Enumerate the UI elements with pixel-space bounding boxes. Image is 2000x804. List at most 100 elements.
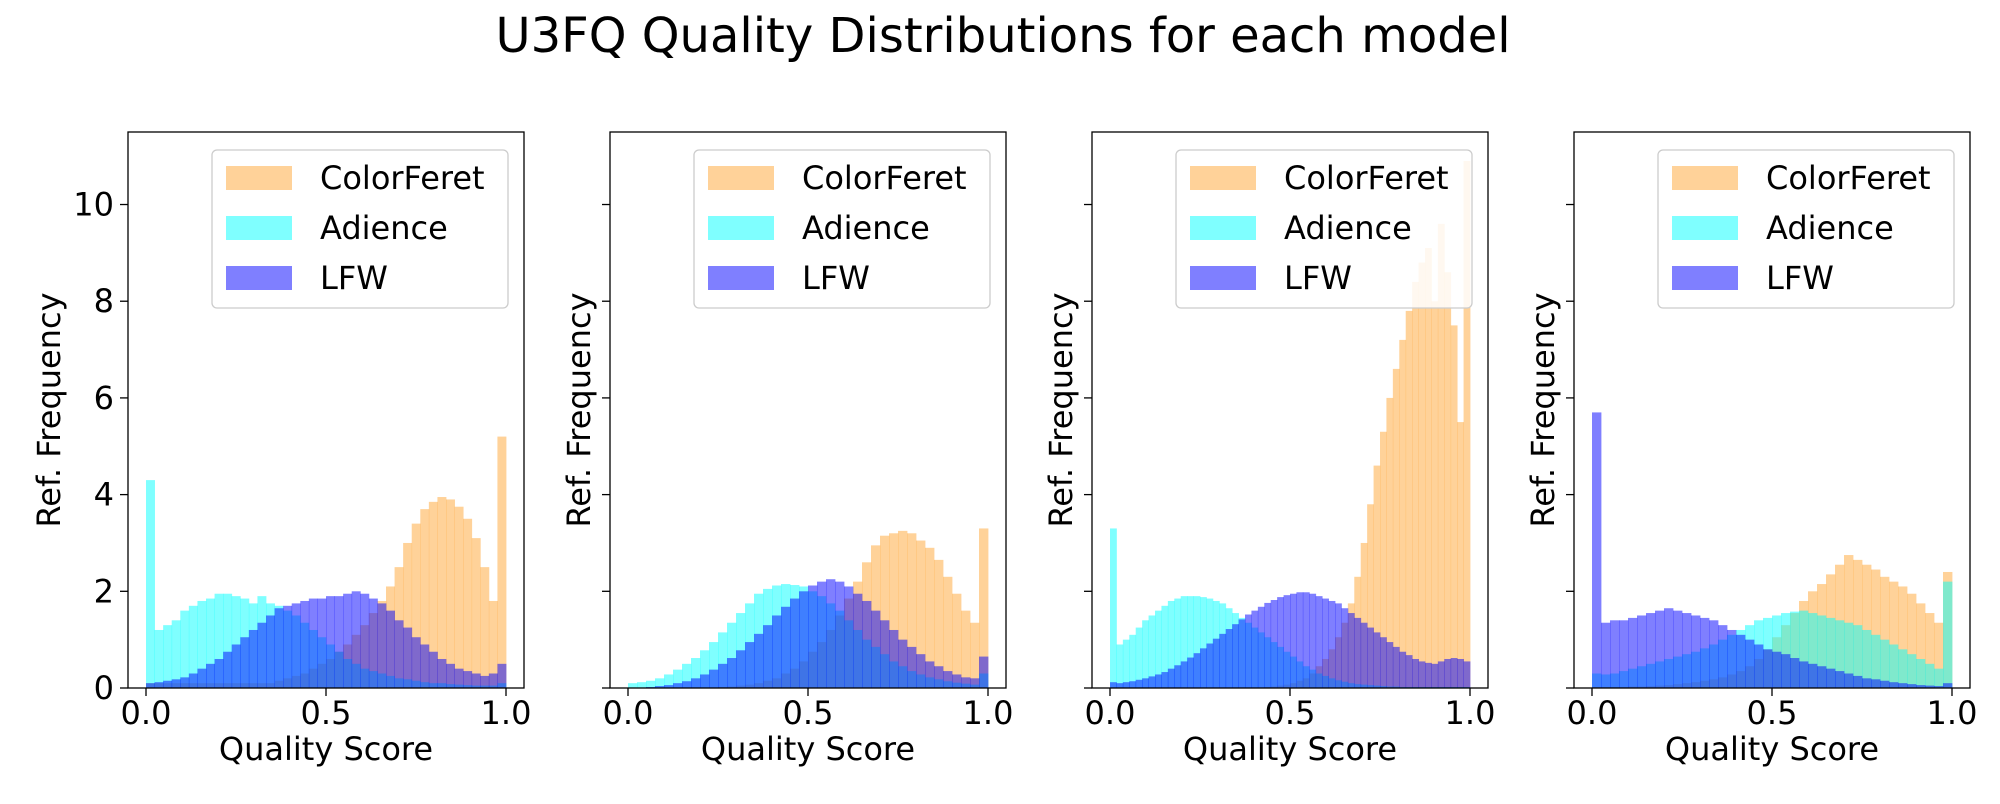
histogram-bar [718, 664, 727, 688]
histogram-bar [369, 599, 378, 688]
histogram-bar [1271, 600, 1278, 688]
histogram-bar [403, 628, 412, 688]
histogram-bar [1451, 325, 1458, 688]
histogram-bar [1592, 412, 1601, 688]
histogram-bar [1239, 619, 1246, 688]
legend-label-colorferet: ColorFeret [320, 159, 485, 197]
histogram-bar [360, 594, 369, 688]
legend-swatch-adience [1190, 216, 1256, 240]
x-tick-label: 0.0 [1085, 694, 1136, 732]
y-tick-label: 2 [94, 572, 114, 610]
histogram-bar [1399, 340, 1406, 688]
histogram-bar [1406, 311, 1413, 688]
histogram-bar [1889, 682, 1898, 688]
histogram-bar [377, 603, 386, 688]
histogram-bar [844, 586, 853, 688]
histogram-bar [907, 647, 916, 688]
histogram-bar [146, 480, 155, 688]
histogram-bar [1142, 620, 1149, 688]
y-tick-label: 0 [94, 669, 114, 707]
histogram-bar [480, 676, 489, 688]
histogram-bar [172, 679, 181, 688]
histogram-bar [1745, 640, 1754, 688]
histogram-bar [1862, 678, 1871, 688]
legend-swatch-adience [226, 216, 292, 240]
histogram-bar [1322, 599, 1329, 688]
histogram-bar [1425, 663, 1432, 688]
histogram-bar [1943, 683, 1952, 688]
histogram-bar [961, 677, 970, 688]
histogram-bar [1790, 658, 1799, 688]
histogram-bar [745, 642, 754, 688]
histogram-bar [1335, 603, 1342, 688]
histogram-bar [781, 607, 790, 688]
histogram-bar [1925, 664, 1934, 688]
histogram-bar [1361, 623, 1368, 688]
histogram-bar [1817, 666, 1826, 688]
histogram-bar [1880, 640, 1889, 688]
histogram-bar [472, 538, 481, 688]
histogram-bar [1226, 629, 1233, 688]
histogram-bar [215, 659, 224, 688]
histogram-bar [335, 596, 344, 688]
histogram-bar [395, 620, 404, 688]
histogram-bar [163, 625, 172, 688]
histogram-bar [1309, 594, 1316, 688]
histogram-bar [300, 601, 309, 688]
legend-label-lfw: LFW [1284, 259, 1352, 297]
histogram-bar [1142, 678, 1149, 688]
histogram-bar [1174, 665, 1181, 688]
histogram-bar [1406, 655, 1413, 688]
figure-title: U3FQ Quality Distributions for each mode… [495, 8, 1510, 64]
x-tick-label: 1.0 [1927, 694, 1978, 732]
histogram-bar [1799, 661, 1808, 688]
histogram-bar [326, 596, 335, 688]
y-tick-label: 4 [94, 476, 114, 514]
legend-label-adience: Adience [320, 209, 448, 247]
legend-swatch-lfw [1672, 266, 1738, 290]
histogram-bar [283, 606, 292, 688]
histogram-bar [1136, 680, 1143, 688]
histogram-bar [446, 664, 455, 688]
histogram-bar [1251, 611, 1258, 688]
histogram-bar [412, 637, 421, 688]
histogram-bar [1367, 628, 1374, 688]
histogram-bar [808, 586, 817, 689]
histogram-bar [1457, 422, 1464, 688]
y-axis-label: Ref. Frequency [30, 292, 68, 527]
histogram-bar [1380, 637, 1387, 688]
histogram-bar [1393, 647, 1400, 688]
x-tick-label: 0.5 [1747, 694, 1798, 732]
legend-swatch-lfw [708, 266, 774, 290]
y-tick-label: 10 [73, 186, 114, 224]
histogram-bar [1284, 595, 1291, 688]
histogram-bar [497, 664, 506, 688]
histogram-bar [429, 652, 438, 688]
histogram-bar [1155, 674, 1162, 688]
histogram-bar [1673, 611, 1682, 688]
histogram-bar [1457, 659, 1464, 688]
histogram-bar [155, 630, 164, 688]
histogram-bar [673, 683, 682, 688]
histogram-bar [275, 608, 284, 688]
histogram-bar [240, 637, 249, 688]
histogram-bar [1136, 628, 1143, 688]
histogram-bar [1110, 528, 1117, 688]
histogram-bar [309, 599, 318, 688]
histogram-bar [1844, 674, 1853, 689]
legend-swatch-colorferet [1672, 166, 1738, 190]
histogram-bar [146, 683, 155, 688]
histogram-bar [1682, 613, 1691, 688]
histogram-bar [1637, 615, 1646, 688]
histogram-bar [1736, 635, 1745, 688]
histogram-bar [1444, 272, 1451, 688]
histogram-bar [952, 594, 961, 688]
histogram-bar [682, 681, 691, 688]
legend-swatch-colorferet [708, 166, 774, 190]
histogram-bar [1826, 669, 1835, 688]
histogram-bar [952, 674, 961, 688]
histogram-bar [943, 671, 952, 688]
